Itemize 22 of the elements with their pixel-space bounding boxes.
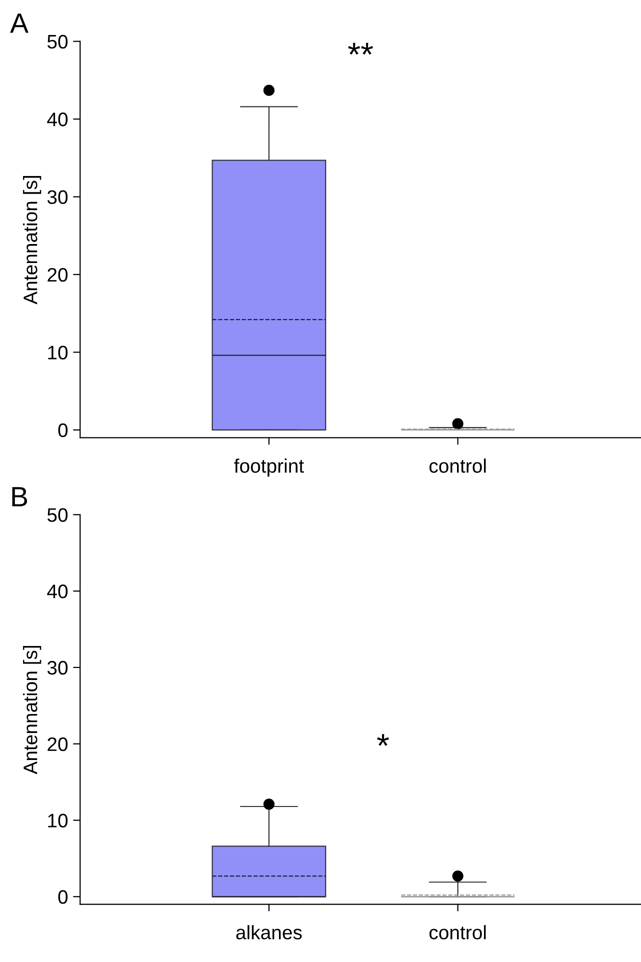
text: B xyxy=(12,487,28,506)
y-tick-label: 50 xyxy=(47,34,68,49)
text: A xyxy=(10,14,28,33)
y-tick-label: 50 xyxy=(47,508,68,522)
y-tick-label: 0 xyxy=(58,890,68,904)
x-tick-label: footprint xyxy=(234,458,304,477)
annotation: ** xyxy=(348,42,374,55)
y-tick-label: 30 xyxy=(47,660,68,675)
y-tick-label: 20 xyxy=(48,268,68,282)
y-axis-title: Antennation [s] xyxy=(23,176,42,304)
y-tick-label: 40 xyxy=(47,112,68,126)
y-tick-label: 40 xyxy=(47,584,68,598)
y-tick-label: 30 xyxy=(47,190,68,204)
y-axis-title: Antennation [s] xyxy=(23,646,42,774)
y-tick-label: 20 xyxy=(48,737,68,752)
x-tick-label: control xyxy=(429,925,486,940)
y-tick-label: 10 xyxy=(48,814,68,828)
x-tick-label: alkanes xyxy=(236,925,302,940)
y-tick-label: 10 xyxy=(48,346,68,360)
y-tick-label: 0 xyxy=(58,423,68,438)
x-tick-label: control xyxy=(429,458,486,473)
annotation: * xyxy=(377,734,389,746)
